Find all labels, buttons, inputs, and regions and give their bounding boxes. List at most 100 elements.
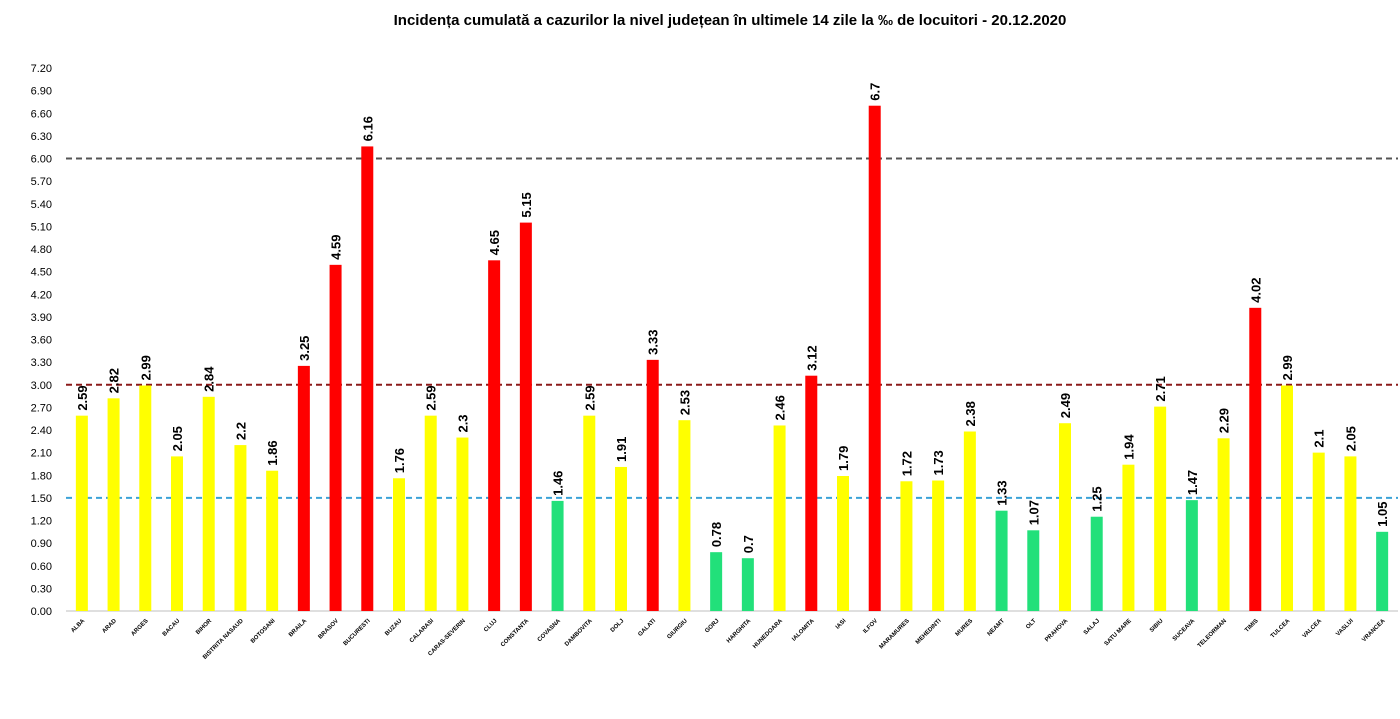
bar: [1376, 531, 1389, 611]
bar: [1281, 385, 1293, 611]
category-label: SALAJ: [1083, 618, 1101, 636]
bar: [488, 260, 501, 611]
y-tick-label: 3.30: [31, 357, 52, 369]
value-label: 1.07: [1026, 500, 1041, 525]
y-tick-label: 3.00: [31, 380, 52, 392]
category-label: IALOMITA: [791, 618, 816, 643]
bar: [202, 396, 215, 611]
category-label: PRAHOVA: [1044, 618, 1070, 644]
value-label: 1.76: [392, 448, 407, 473]
value-label: 2.84: [202, 366, 217, 392]
value-label: 1.94: [1121, 434, 1136, 460]
category-label: BACAU: [162, 618, 182, 638]
bar: [75, 415, 88, 611]
value-label: 1.91: [614, 437, 629, 462]
category-label: GORJ: [704, 618, 720, 634]
bar: [234, 445, 247, 611]
value-label: 2.2: [233, 422, 248, 440]
bar: [297, 365, 310, 611]
value-label: 1.05: [1375, 502, 1390, 527]
value-label: 1.33: [995, 480, 1010, 505]
category-label: SATU MARE: [1104, 618, 1133, 647]
y-tick-label: 5.70: [31, 176, 52, 188]
category-label: ARGES: [130, 618, 149, 637]
value-label: 0.78: [709, 522, 724, 547]
value-label: 2.59: [75, 385, 90, 410]
value-label: 0.7: [741, 535, 756, 553]
bar: [932, 480, 945, 611]
category-label: ARAD: [101, 618, 118, 635]
category-label: VALCEA: [1302, 618, 1324, 640]
category-label: CONSTANTA: [500, 618, 531, 649]
y-tick-label: 2.10: [31, 448, 52, 460]
chart-title: Incidența cumulată a cazurilor la nivel …: [393, 12, 1067, 29]
category-label: CLUJ: [483, 618, 498, 633]
y-tick-label: 0.30: [31, 583, 52, 595]
bar: [1344, 456, 1357, 611]
value-label: 1.72: [899, 451, 914, 476]
bar: [456, 437, 469, 611]
category-label: BRAILA: [288, 618, 309, 639]
bar: [1154, 406, 1167, 611]
value-label: 3.12: [804, 345, 819, 370]
value-label: 2.1: [1312, 430, 1327, 448]
bar: [361, 146, 374, 611]
category-label: TIMIS: [1244, 618, 1260, 634]
category-label: CALARASI: [409, 618, 435, 644]
y-tick-label: 1.20: [31, 516, 52, 528]
y-tick-label: 3.60: [31, 335, 52, 347]
bar: [710, 552, 723, 611]
category-label: BOTOSANI: [250, 618, 277, 645]
category-label: COVASNA: [537, 618, 563, 644]
category-label: IASI: [835, 618, 848, 631]
y-tick-label: 5.10: [31, 221, 52, 233]
bar: [646, 359, 659, 611]
y-tick-label: 1.50: [31, 493, 52, 505]
bar: [583, 415, 596, 611]
bar: [424, 415, 437, 611]
category-label: TELEORMAN: [1197, 618, 1228, 649]
value-label: 2.59: [424, 385, 439, 410]
y-tick-label: 2.40: [31, 425, 52, 437]
bar: [266, 470, 279, 611]
bar: [741, 558, 754, 611]
category-label: BUCURESTI: [343, 618, 372, 647]
bar: [107, 398, 120, 611]
value-label: 2.05: [1343, 426, 1358, 451]
bar: [963, 431, 976, 611]
bar: [678, 420, 691, 611]
value-label: 2.53: [677, 390, 692, 415]
bar: [837, 476, 849, 611]
value-label: 3.33: [646, 330, 661, 355]
value-label: 1.86: [265, 440, 280, 465]
value-label: 1.25: [1090, 486, 1105, 511]
y-tick-label: 0.60: [31, 561, 52, 573]
y-tick-label: 5.40: [31, 199, 52, 211]
bar: [1122, 464, 1135, 611]
category-label: ALBA: [70, 618, 86, 634]
value-label: 2.99: [1280, 355, 1295, 380]
category-label: BIHOR: [195, 618, 213, 636]
bar: [805, 375, 818, 611]
value-label: 2.71: [1153, 376, 1168, 401]
category-label: MURES: [955, 618, 975, 638]
category-label: HARGHITA: [726, 618, 753, 645]
bar: [615, 466, 627, 611]
value-label: 5.15: [519, 192, 534, 217]
bar: [995, 510, 1008, 611]
value-label: 1.46: [551, 471, 566, 496]
category-label: DOLJ: [610, 618, 626, 634]
y-tick-label: 6.90: [31, 86, 52, 98]
y-tick-label: 3.90: [31, 312, 52, 324]
y-tick-label: 4.20: [31, 289, 52, 301]
y-tick-label: 4.80: [31, 244, 52, 256]
bar: [171, 456, 183, 611]
category-label: TULCEA: [1270, 618, 1292, 640]
y-tick-label: 0.00: [31, 606, 52, 618]
category-label: NEAMT: [987, 618, 1007, 638]
category-label: SIBIU: [1149, 618, 1165, 634]
y-tick-label: 6.30: [31, 131, 52, 143]
value-label: 2.38: [963, 401, 978, 426]
value-label: 4.65: [487, 230, 502, 255]
category-label: BRASOV: [318, 618, 340, 640]
